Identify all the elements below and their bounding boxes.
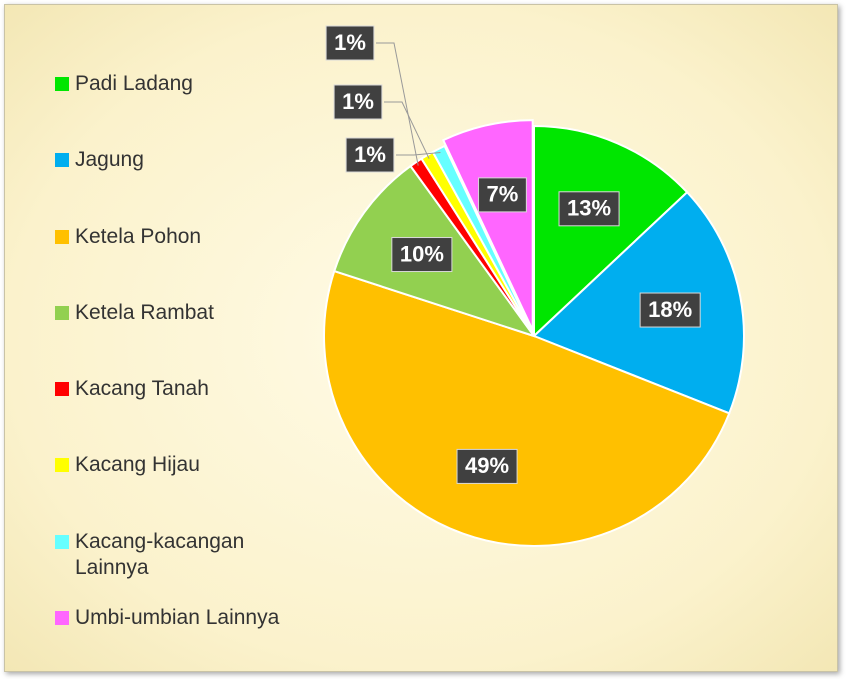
data-label-text: 13%: [567, 196, 611, 221]
legend-label: Ketela Pohon: [75, 225, 202, 248]
data-label: 10%: [391, 237, 453, 273]
legend-swatch: [55, 153, 69, 167]
data-label-box: [558, 191, 620, 227]
legend-item: Umbi-umbian Lainnya: [55, 605, 305, 631]
data-label-text: 1%: [342, 89, 374, 114]
data-label-text: 7%: [487, 182, 519, 207]
data-label-box: [639, 292, 701, 328]
data-label-text: 1%: [334, 30, 366, 55]
pie-slice: [533, 124, 689, 339]
data-label: 1%: [325, 25, 375, 61]
pie-slice: [441, 119, 534, 331]
legend-swatch: [55, 77, 69, 91]
data-label: 18%: [639, 292, 701, 328]
legend-item: Kacang Tanah: [55, 376, 305, 402]
legend-label: Jagung: [75, 148, 144, 171]
leader-line: [384, 101, 430, 159]
legend-label: Padi Ladang: [75, 72, 193, 95]
legend-swatch: [55, 535, 69, 549]
chart-frame: Padi Ladang Jagung Ketela Pohon Ketela Ramb…: [4, 4, 838, 672]
legend-swatch: [55, 611, 69, 625]
data-label-box: [391, 237, 453, 273]
data-label: 49%: [456, 448, 518, 484]
data-label-box: [333, 84, 383, 120]
data-label-box: [478, 177, 527, 213]
leader-line: [396, 151, 441, 156]
legend-label: Kacang Hijau: [75, 453, 200, 476]
legend-item: Ketela Rambat: [55, 300, 305, 326]
data-label: 13%: [558, 191, 620, 227]
legend-label: Kacang Tanah: [75, 377, 209, 400]
legend-label: Umbi-umbian Lainnya: [75, 606, 280, 629]
data-label-box: [456, 448, 518, 484]
legend-swatch: [55, 230, 69, 244]
legend-item: Padi Ladang: [55, 71, 305, 97]
chart: 13% 18% 49% 10% 1% 1% 1% 7%: [323, 25, 745, 548]
data-label-box: [325, 25, 375, 61]
pie-slice: [532, 190, 745, 415]
legend-item: Kacang-kacangan Lainnya: [55, 529, 305, 581]
legend-swatch: [55, 306, 69, 320]
pie-slice: [323, 269, 731, 548]
data-label-text: 10%: [400, 241, 444, 266]
legend-item: Jagung: [55, 147, 305, 173]
data-label: 1%: [345, 137, 395, 173]
data-label-box: [345, 137, 395, 173]
legend-label: Kacang-kacangan Lainnya: [75, 530, 245, 579]
data-label: 1%: [333, 84, 383, 120]
data-label-text: 18%: [648, 297, 692, 322]
data-label-text: 49%: [465, 453, 509, 478]
leader-line: [376, 42, 419, 166]
data-label-text: 1%: [354, 142, 386, 167]
pie-slice: [431, 144, 535, 337]
legend-swatch: [55, 458, 69, 472]
legend-label: Ketela Rambat: [75, 301, 214, 324]
legend-item: Ketela Pohon: [55, 224, 305, 250]
legend-swatch: [55, 382, 69, 396]
legend-item: Kacang Hijau: [55, 452, 305, 478]
data-label: 7%: [478, 177, 527, 213]
